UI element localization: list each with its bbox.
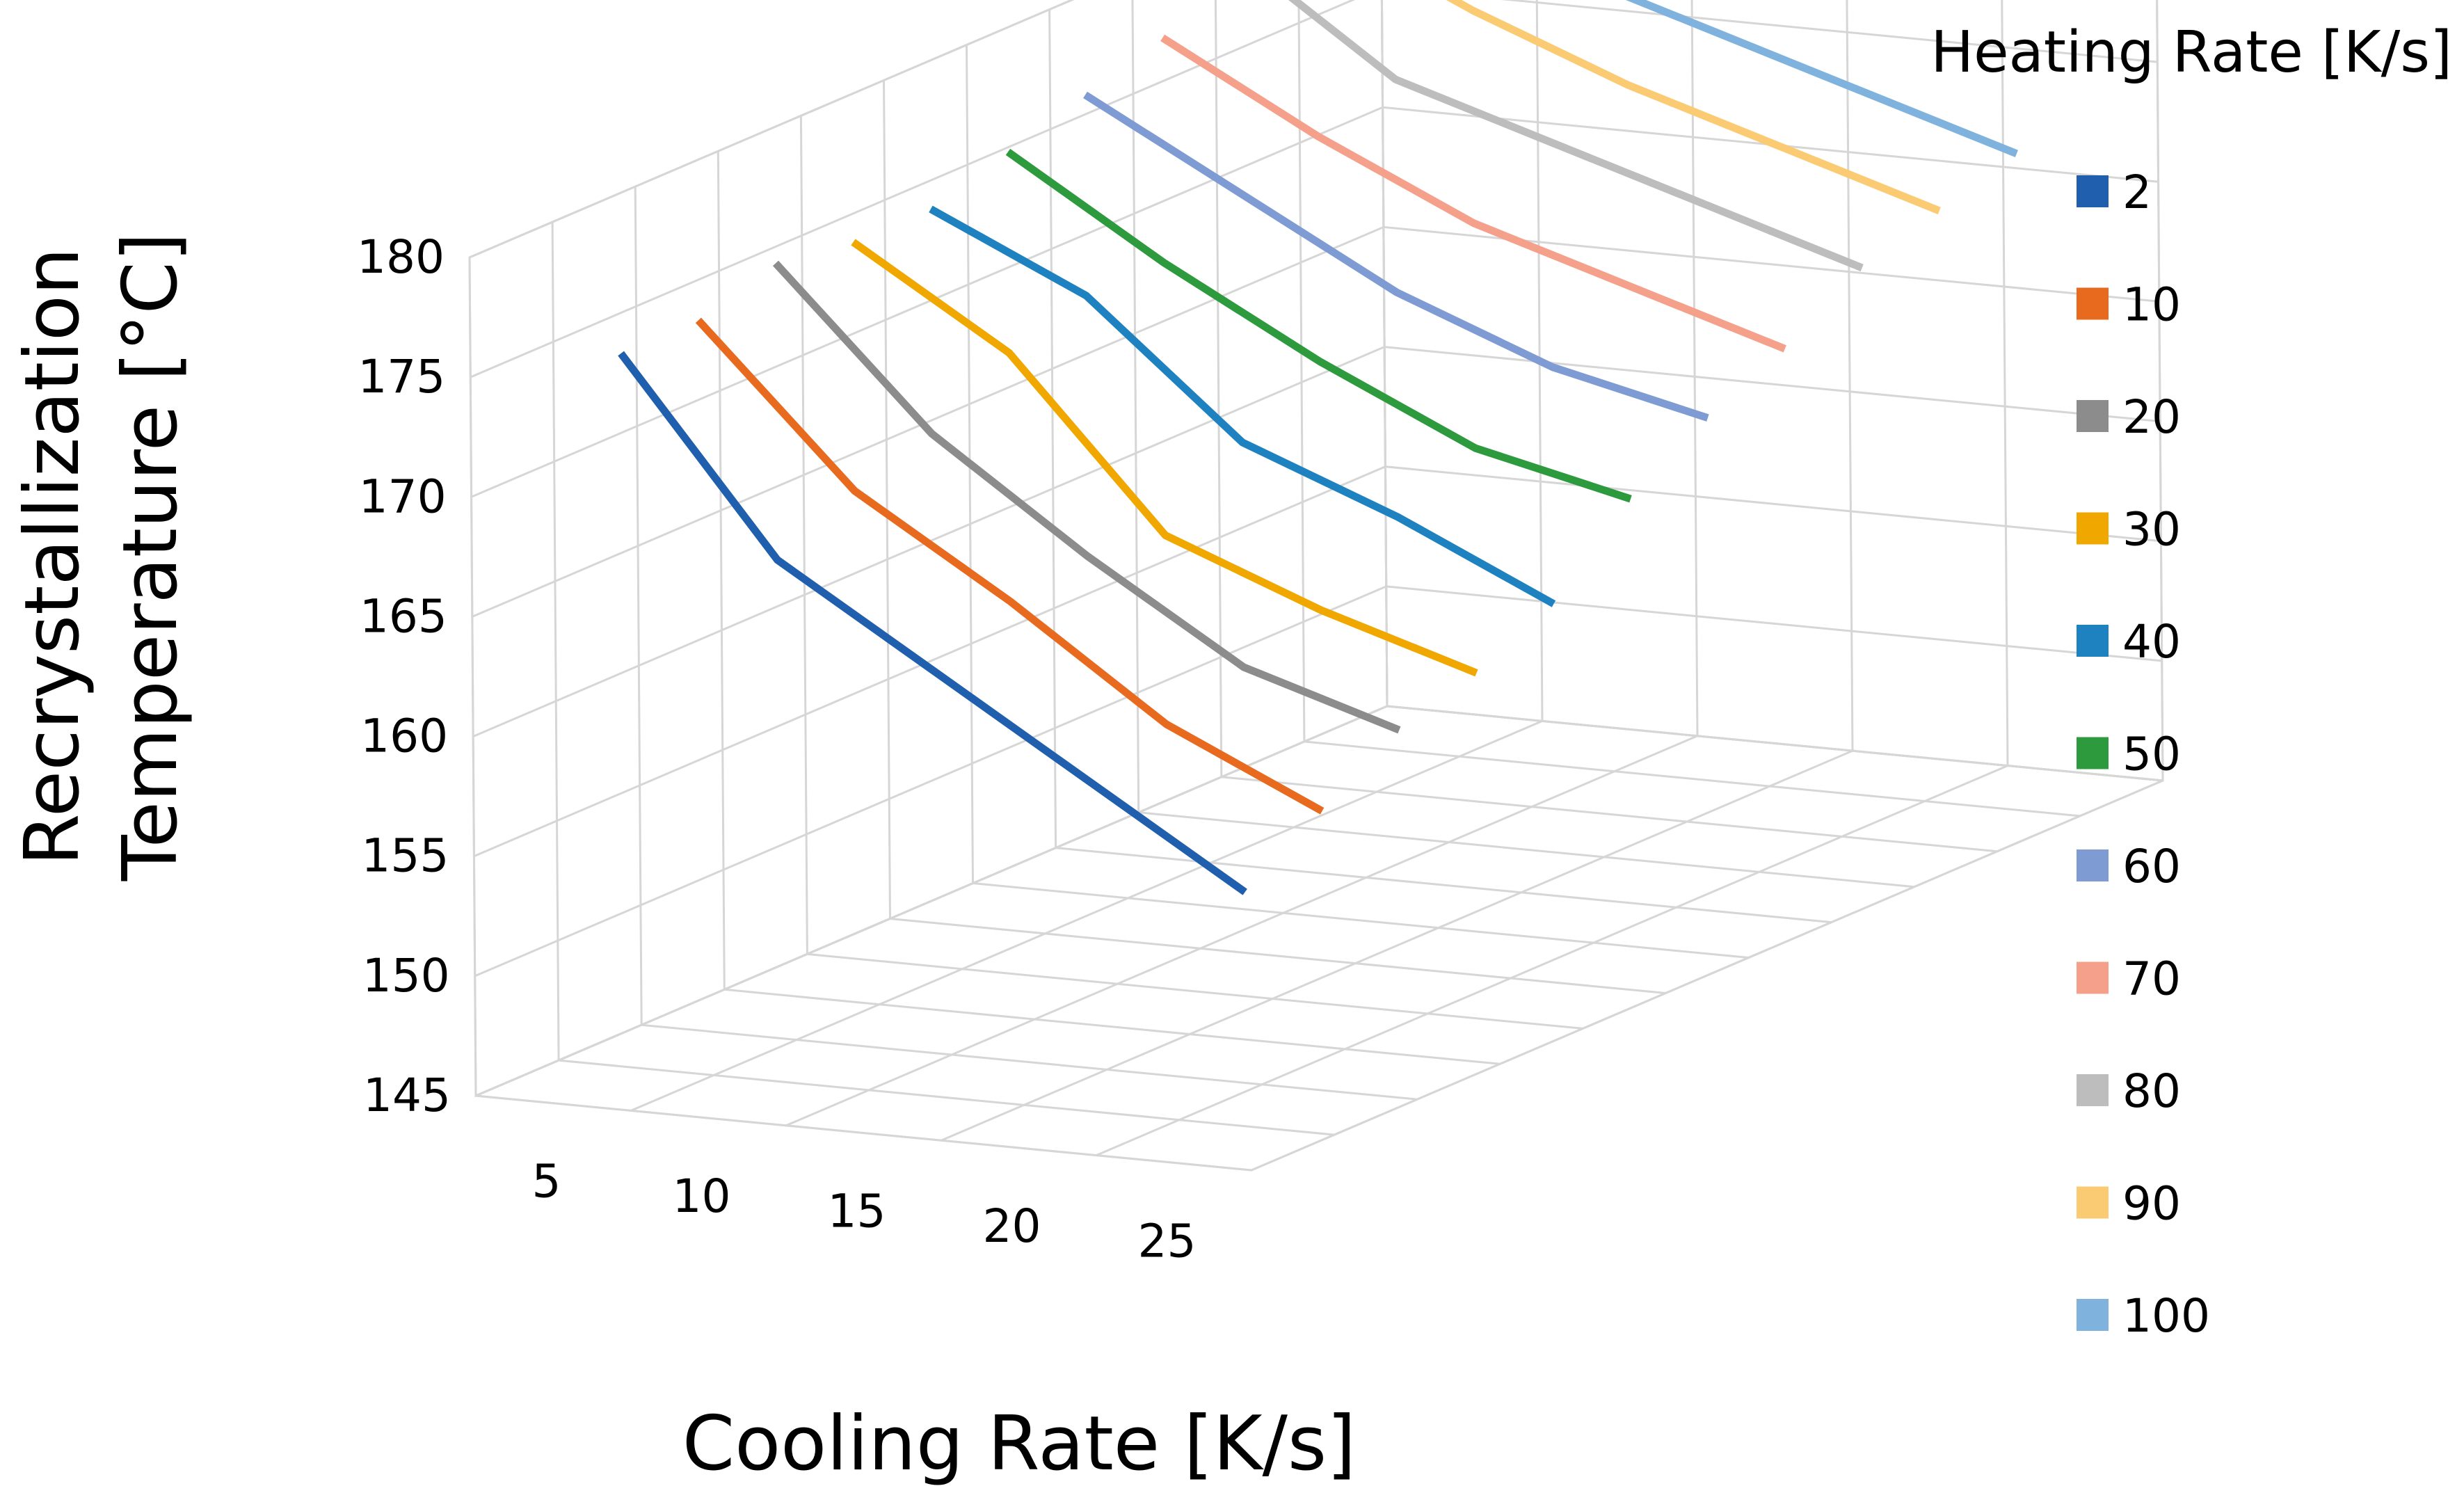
x-tick-label: 25 [1138, 1214, 1197, 1268]
legend-item-10: 10 [2077, 278, 2181, 332]
legend-item-30: 30 [2077, 503, 2181, 557]
gridline-y [472, 346, 2161, 737]
legend-label: 90 [2122, 1177, 2181, 1231]
y-tick-label: 150 [362, 949, 450, 1003]
gridline-z [551, 222, 1335, 1136]
legend-swatch [2077, 961, 2109, 994]
gridline-y [470, 0, 2158, 378]
legend-swatch [2077, 1074, 2109, 1106]
y-axis-title-line-2: Temperature [°C] [107, 232, 194, 881]
legend-item-20: 20 [2077, 390, 2181, 444]
legend-label: 40 [2122, 615, 2181, 669]
legend-label: 100 [2122, 1289, 2210, 1343]
legend-swatch [2077, 625, 2109, 657]
legend-label: 2 [2122, 166, 2152, 219]
series-line-2 [618, 351, 1247, 895]
gridline-z [1048, 9, 1832, 924]
series-line-30 [851, 239, 1478, 677]
x-tick-label: 15 [828, 1185, 886, 1238]
chart-walls [468, 0, 2164, 1172]
y-tick-label: 155 [361, 829, 449, 883]
gridline-y [469, 0, 1075, 259]
series-line-60 [1083, 91, 1709, 422]
x-tick-label: 20 [983, 1199, 1041, 1253]
series-line-10 [695, 317, 1325, 815]
legend-swatch [2077, 1299, 2109, 1331]
gridline-z [1380, 0, 2163, 782]
legend-item-80: 80 [2077, 1064, 2181, 1118]
series-line-40 [929, 205, 1556, 607]
gridline-z [634, 186, 1418, 1101]
legend-label: 60 [2122, 840, 2181, 893]
legend-swatch [2077, 175, 2109, 207]
legend-label: 20 [2122, 390, 2181, 444]
y-axis-ticks: 145 150 155 160 165 170 175 180 [357, 230, 451, 1122]
legend-swatch [2077, 400, 2109, 432]
gridline-z [717, 151, 1501, 1065]
legend-title: Heating Rate [K/s] [1930, 19, 2452, 86]
chart-gridlines [468, 0, 2164, 1172]
legend-label: 50 [2122, 728, 2181, 781]
legend-item-70: 70 [2077, 952, 2181, 1006]
gridline-z [468, 257, 1252, 1172]
gridline-y [471, 106, 2159, 498]
x-axis-ticks: 5 10 15 20 25 [532, 1155, 1197, 1268]
legend-swatch [2077, 1186, 2109, 1219]
y-axis-title-line-1: Recrystallization [9, 248, 96, 866]
x-axis-title: Cooling Rate [K/s] [682, 1400, 1357, 1487]
series-line-100 [1625, 0, 2018, 158]
legend-item-40: 40 [2077, 615, 2181, 669]
legend-swatch [2077, 737, 2109, 769]
legend-swatch [2077, 512, 2109, 545]
x-tick-label: 5 [532, 1155, 561, 1208]
legend-label: 70 [2122, 952, 2181, 1006]
chart-series [618, 0, 2018, 895]
floor-frame [475, 705, 2163, 1172]
gridline-z [883, 80, 1666, 994]
legend-item-50: 50 [2077, 728, 2181, 781]
legend-item-60: 60 [2077, 840, 2181, 893]
gridline-x [941, 0, 1854, 1142]
legend-swatch [2077, 849, 2109, 881]
legend-label: 80 [2122, 1064, 2181, 1118]
legend-swatch [2077, 287, 2109, 320]
series-line-90 [1446, 0, 1941, 215]
legend-item-100: 100 [2077, 1289, 2210, 1343]
y-tick-label: 160 [360, 710, 448, 763]
x-tick-label: 10 [673, 1169, 731, 1223]
y-tick-label: 165 [360, 589, 447, 643]
legend-label: 30 [2122, 503, 2181, 557]
y-tick-label: 180 [357, 230, 445, 284]
gridline-z [799, 115, 1583, 1030]
gridline-y [472, 225, 2160, 618]
series-line-70 [1160, 34, 1786, 353]
series-line-80 [1288, 0, 1864, 272]
series-line-50 [1005, 148, 1632, 503]
legend-label: 10 [2122, 278, 2181, 332]
legend-item-2: 2 [2077, 166, 2152, 219]
legend-item-90: 90 [2077, 1177, 2181, 1231]
gridline-z [1214, 0, 1997, 853]
y-tick-label: 145 [363, 1069, 451, 1122]
gridline-y [475, 705, 2163, 1097]
gridline-y [474, 585, 2162, 977]
gridline-y [473, 465, 2161, 858]
series-line-20 [772, 260, 1401, 734]
legend: 2 10 20 30 40 50 60 70 80 90 100 [2077, 166, 2210, 1343]
y-tick-label: 175 [358, 350, 445, 404]
gridline-z [1297, 0, 2081, 817]
y-tick-label: 170 [359, 470, 447, 523]
